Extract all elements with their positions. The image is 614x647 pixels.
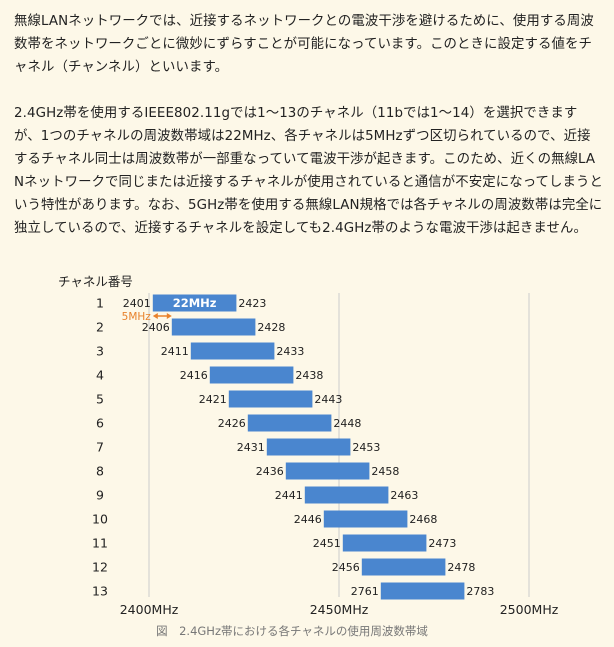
bar-start-label: 2436 — [256, 465, 284, 478]
channel-number-label: 11 — [92, 536, 108, 551]
channel-bar — [190, 342, 275, 360]
bar-end-label: 2448 — [333, 417, 361, 430]
channel-number-label: 7 — [96, 440, 104, 455]
figure-caption: 図 2.4GHz帯における各チャネルの使用周波数帯域 — [156, 624, 428, 638]
channel-bar — [342, 534, 427, 552]
channel-bar — [361, 558, 446, 576]
channel-bar — [209, 366, 294, 384]
channel-bar — [171, 318, 256, 336]
bar-start-label: 2761 — [351, 585, 379, 598]
bar-start-label: 2401 — [123, 297, 151, 310]
bar-end-label: 2433 — [276, 345, 304, 358]
channel-number-label: 10 — [92, 512, 108, 527]
bar-start-label: 2431 — [237, 441, 265, 454]
channel-bar — [285, 462, 370, 480]
channel-number-label: 5 — [96, 392, 104, 407]
channel-number-label: 13 — [92, 584, 108, 599]
x-tick-label: 2450MHz — [310, 602, 369, 617]
bar-end-label: 2478 — [447, 561, 475, 574]
channel-bar — [266, 438, 351, 456]
bar-start-label: 2446 — [294, 513, 322, 526]
bar-end-label: 2468 — [409, 513, 437, 526]
channel-number-label: 6 — [96, 416, 104, 431]
channel-number-label: 9 — [96, 488, 104, 503]
step-label: 5MHz — [122, 311, 152, 323]
bar-end-label: 2463 — [390, 489, 418, 502]
paragraph-intro: 無線LANネットワークでは、近接するネットワークとの電波干渉を避けるために、使用… — [14, 14, 594, 75]
bar-end-label: 2458 — [371, 465, 399, 478]
channel-bar — [228, 390, 313, 408]
bandwidth-label: 22MHz — [173, 296, 217, 310]
bar-start-label: 2416 — [180, 369, 208, 382]
step-arrow-head-left — [152, 313, 158, 319]
bar-start-label: 2411 — [161, 345, 189, 358]
bar-end-label: 2428 — [257, 321, 285, 334]
bar-start-label: 2406 — [142, 321, 170, 334]
bar-end-label: 2438 — [295, 369, 323, 382]
x-tick-label: 2400MHz — [120, 602, 179, 617]
channel-number-label: 8 — [96, 464, 104, 479]
channel-number-label: 2 — [96, 320, 104, 335]
channel-number-label: 4 — [96, 368, 104, 383]
channel-bar — [304, 486, 389, 504]
channel-bar — [323, 510, 408, 528]
y-axis-title: チャネル番号 — [58, 274, 133, 289]
channel-bar — [152, 294, 237, 312]
bar-end-label: 2443 — [314, 393, 342, 406]
channel-bar — [247, 414, 332, 432]
bar-start-label: 2441 — [275, 489, 303, 502]
channel-bar — [380, 582, 465, 600]
bar-end-label: 2423 — [238, 297, 266, 310]
step-arrow-head-right — [166, 313, 172, 319]
channel-number-label: 3 — [96, 344, 104, 359]
bar-end-label: 2473 — [428, 537, 456, 550]
x-tick-label: 2500MHz — [500, 602, 559, 617]
channel-number-label: 1 — [96, 296, 104, 311]
bar-end-label: 2783 — [466, 585, 494, 598]
bar-start-label: 2426 — [218, 417, 246, 430]
bar-start-label: 2451 — [313, 537, 341, 550]
bar-start-label: 2456 — [332, 561, 360, 574]
bar-start-label: 2421 — [199, 393, 227, 406]
channel-number-label: 12 — [92, 560, 108, 575]
paragraph-detail: 2.4GHz帯を使用するIEEE802.11gでは1～13のチャネル（11bでは… — [14, 106, 604, 236]
bar-end-label: 2453 — [352, 441, 380, 454]
